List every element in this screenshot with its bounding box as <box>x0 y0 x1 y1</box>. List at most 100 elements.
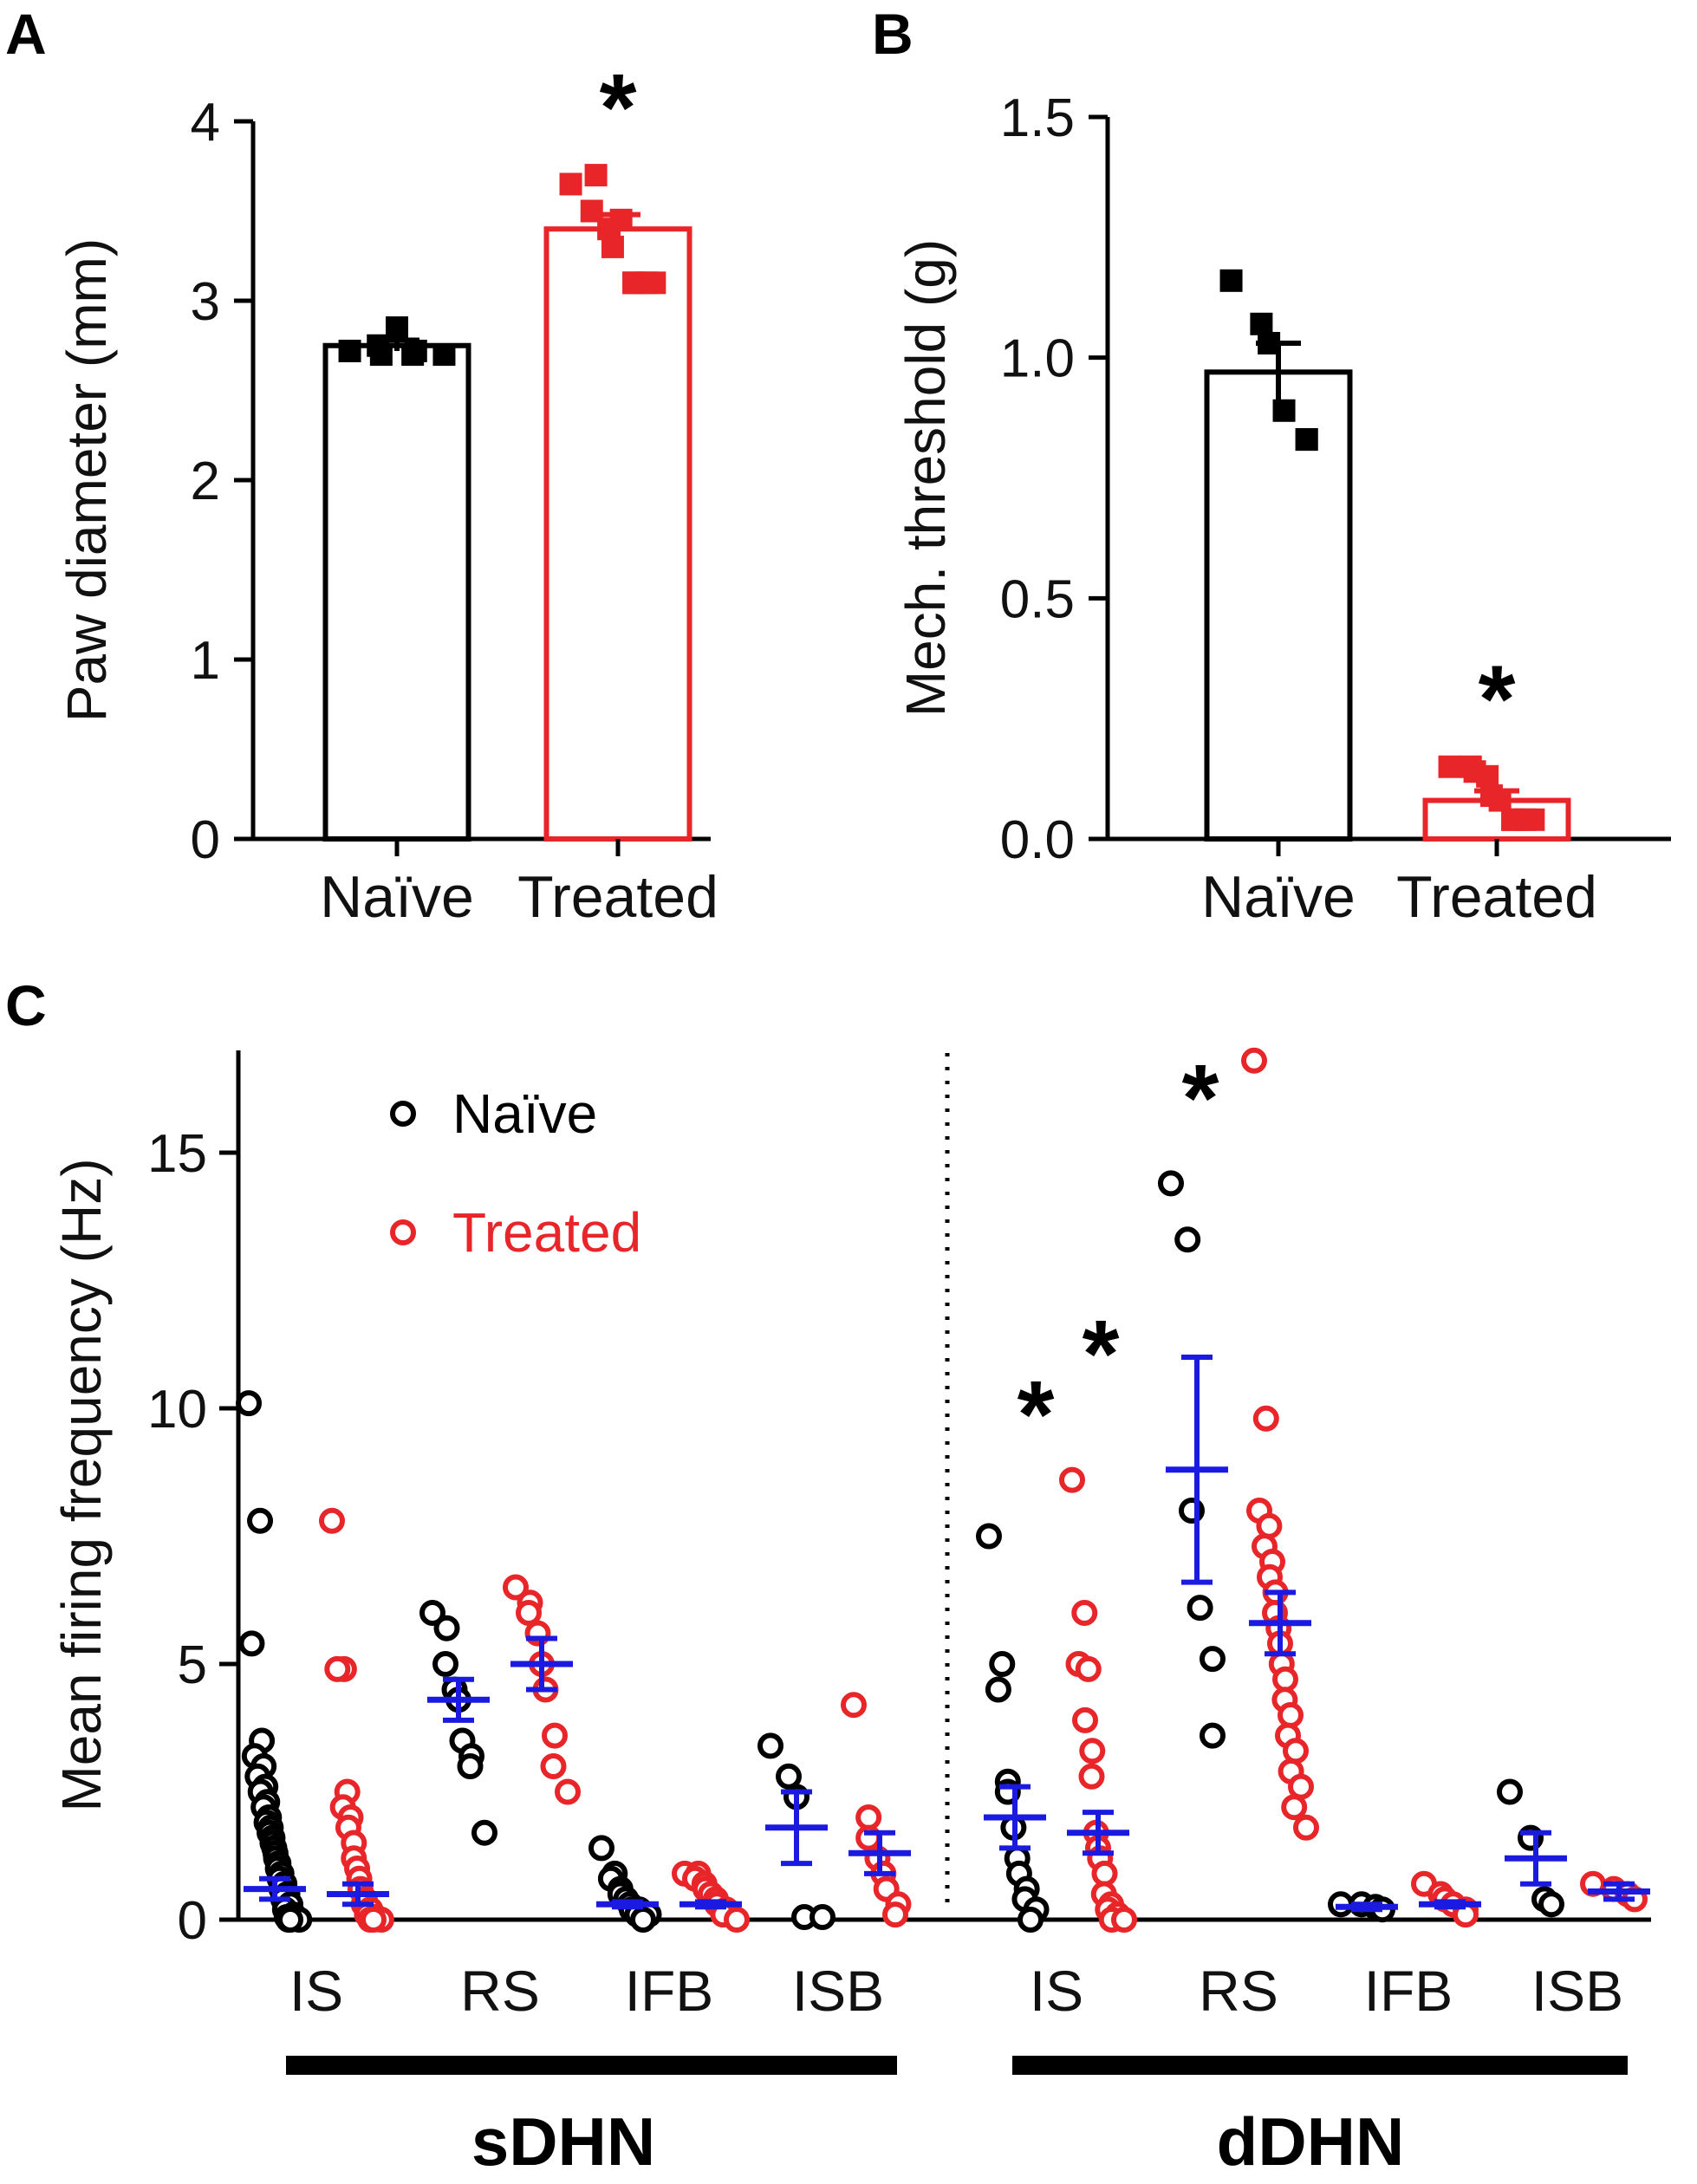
data-point-treated <box>1278 1702 1304 1728</box>
data-point <box>1250 312 1273 335</box>
x-tick-label: RS <box>1199 1959 1278 2023</box>
data-point <box>1488 789 1512 812</box>
data-point-treated <box>882 1901 908 1928</box>
data-point <box>369 343 393 367</box>
x-tick-label: IS <box>1030 1959 1083 2023</box>
data-point <box>601 235 624 258</box>
panel-a: A 0 1 2 3 4 Paw diameter (mm) Naïve Treated * <box>5 2 718 930</box>
y-tick-label: 1 <box>191 631 220 691</box>
data-point-treated <box>724 1907 750 1933</box>
data-point-treated <box>1293 1814 1319 1841</box>
data-point-naive <box>776 1763 802 1790</box>
data-point-naive <box>238 1630 265 1657</box>
data-point-naive <box>1497 1778 1523 1805</box>
data-point-treated <box>1283 1738 1309 1765</box>
y-tick-label: 10 <box>147 1380 207 1440</box>
data-point-naive <box>1174 1226 1201 1253</box>
y-tick-label: 3 <box>191 272 220 332</box>
data-point-treated <box>1288 1773 1314 1800</box>
legend-marker <box>390 1219 416 1245</box>
data-point-naive <box>1158 1170 1184 1197</box>
data-point-naive <box>471 1819 497 1846</box>
data-point-treated <box>1072 1706 1098 1733</box>
data-point <box>1272 399 1296 422</box>
x-tick-label: Treated <box>517 864 718 930</box>
data-point <box>338 339 361 362</box>
group-label: dDHN <box>1217 2103 1405 2180</box>
y-axis-label: Mean firing frequency (Hz) <box>50 1158 113 1811</box>
bar-naive <box>1204 369 1353 842</box>
data-point-treated <box>1241 1047 1267 1074</box>
data-point-treated <box>855 1804 882 1830</box>
data-point <box>1219 269 1243 292</box>
data-point-treated <box>319 1507 345 1534</box>
data-point-naive <box>1187 1595 1213 1622</box>
x-tick-label: Naïve <box>1201 864 1356 930</box>
data-point-naive <box>457 1753 484 1779</box>
data-point-treated <box>841 1692 867 1719</box>
data-point-naive <box>985 1676 1011 1703</box>
y-axis-label: Mech. threshold (g) <box>894 239 957 717</box>
data-point-naive <box>630 1907 656 1933</box>
data-point-treated <box>324 1655 351 1682</box>
data-point-treated <box>542 1722 568 1749</box>
data-point-treated <box>1252 1405 1279 1432</box>
y-tick-label: 1.0 <box>1000 329 1075 389</box>
panel-b: B 0.0 0.5 1.0 1.5 Mech. threshold (g) Naïve Tre… <box>872 2 1671 930</box>
panel-label: B <box>872 2 914 66</box>
x-tick-label: IFB <box>625 1959 714 2023</box>
data-point-treated <box>540 1753 567 1779</box>
data-point <box>404 339 427 362</box>
data-point <box>559 172 582 196</box>
significance-mark: * <box>600 55 637 161</box>
panel-c: C 0 5 10 15 Mean firing frequency (Hz) Naïve Tr… <box>5 973 1651 2180</box>
data-point-treated <box>1078 1763 1105 1790</box>
y-tick-label: 0 <box>191 810 220 870</box>
data-point-naive <box>809 1904 835 1931</box>
data-point-treated <box>1091 1860 1118 1887</box>
data-point-naive <box>989 1651 1016 1677</box>
y-tick-label: 2 <box>191 452 220 511</box>
panel-label: A <box>5 2 47 66</box>
y-tick-label: 0.0 <box>1000 810 1075 870</box>
data-point <box>584 164 608 187</box>
data-point-naive <box>236 1390 262 1417</box>
y-tick-label: 15 <box>147 1124 207 1184</box>
data-point-naive <box>277 1907 303 1933</box>
data-point-treated <box>1059 1466 1085 1493</box>
significance-mark: * <box>1083 1301 1120 1407</box>
data-point-treated <box>1256 1512 1283 1539</box>
data-point-naive <box>1200 1646 1226 1673</box>
group-label: sDHN <box>471 2103 655 2180</box>
y-tick-label: 0 <box>178 1891 207 1951</box>
x-tick-label: Treated <box>1396 864 1597 930</box>
data-point <box>432 343 456 367</box>
x-tick-label: IFB <box>1364 1959 1453 2023</box>
data-point <box>634 271 658 295</box>
significance-mark: * <box>1479 647 1516 753</box>
data-point-naive <box>433 1615 460 1641</box>
data-point-naive <box>1018 1907 1044 1933</box>
data-point-naive <box>432 1651 458 1677</box>
x-tick-label: ISB <box>1531 1959 1623 2023</box>
y-tick-label: 5 <box>178 1635 207 1695</box>
y-axis-label: Paw diameter (mm) <box>55 238 118 722</box>
data-point <box>386 316 408 340</box>
bar-naive <box>322 342 471 842</box>
data-point-treated <box>1071 1600 1098 1626</box>
x-tick-label: ISB <box>792 1959 884 2023</box>
data-point-treated <box>1079 1738 1106 1765</box>
panel-label: C <box>5 973 47 1037</box>
legend-label: Treated <box>452 1201 641 1264</box>
data-point-treated <box>1281 1794 1308 1821</box>
data-point-treated <box>555 1778 581 1805</box>
data-point <box>609 208 633 231</box>
bar-treated <box>543 226 692 842</box>
data-point-treated <box>1075 1655 1102 1682</box>
significance-mark: * <box>1182 1045 1219 1152</box>
data-point <box>1295 428 1318 452</box>
data-point-naive <box>757 1732 783 1759</box>
x-tick-label: IS <box>289 1959 343 2023</box>
